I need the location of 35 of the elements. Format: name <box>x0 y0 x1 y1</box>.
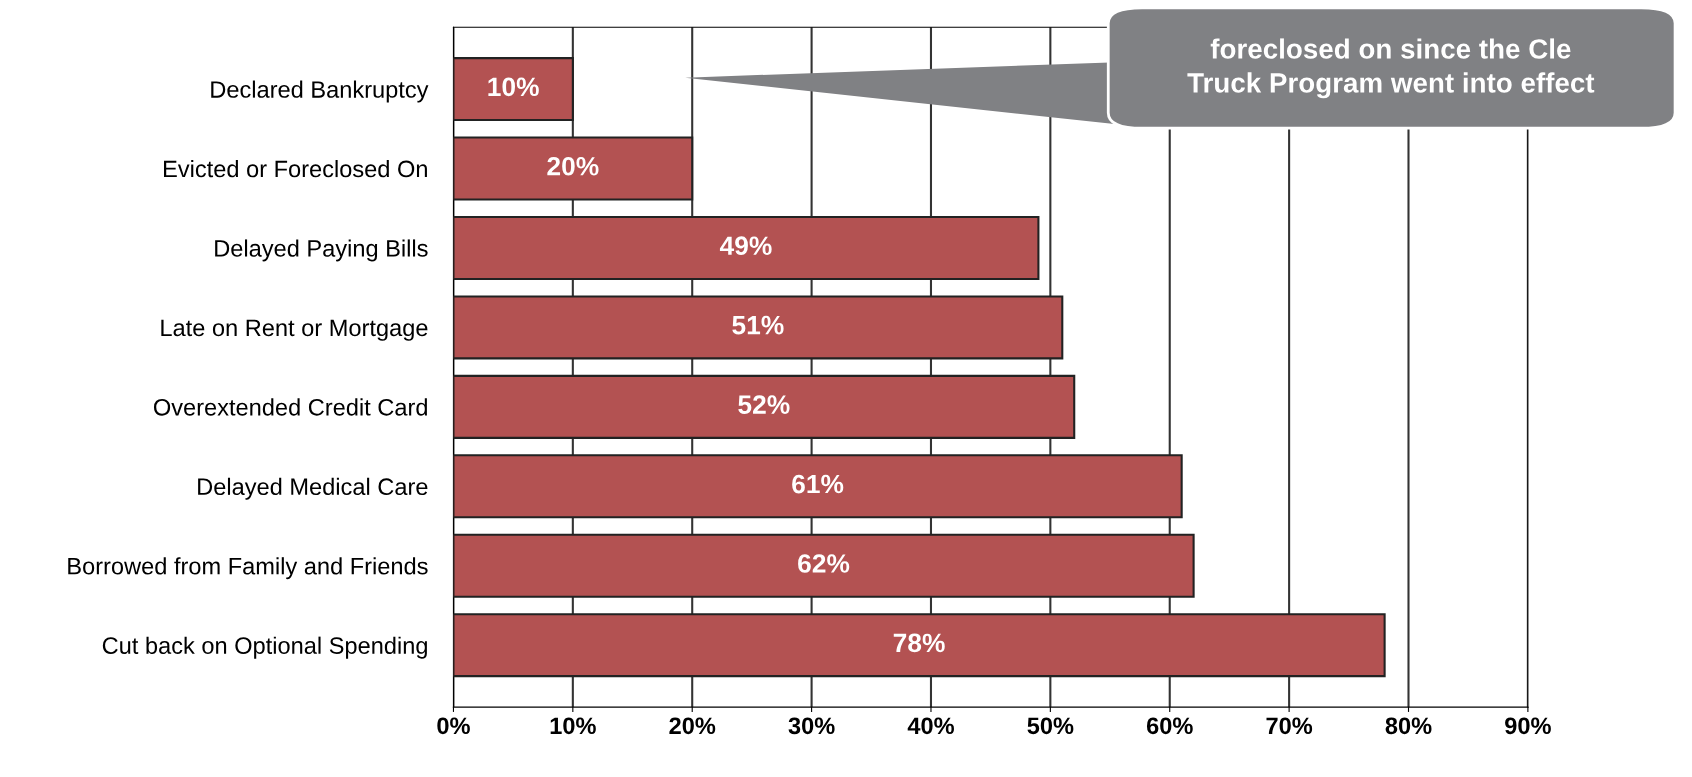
y-tick-label: Evicted or Foreclosed On <box>164 159 427 178</box>
data-label: 78% <box>893 633 945 653</box>
bar <box>453 295 1064 360</box>
y-tick-label: Delayed Medical Care <box>198 477 428 500</box>
bar <box>453 136 694 201</box>
x-tick-label: 20% <box>669 717 716 735</box>
y-tick-label: Late on Rent or Mortgage <box>161 319 428 341</box>
bar <box>453 533 1195 598</box>
y-tick-label: Delayed Paying Bills <box>215 239 428 262</box>
x-tick-label: 80% <box>1385 717 1432 735</box>
annotation: foreclosed on since the Cle Truck Program went into effect <box>1187 38 1595 99</box>
data-label: 20% <box>547 156 599 176</box>
data-label: 10% <box>488 77 539 97</box>
x-tick-label: 0% <box>437 717 470 735</box>
y-tick-label: Declared Bankruptcy <box>211 80 429 103</box>
data-label: 49% <box>719 236 772 256</box>
bar <box>453 57 574 122</box>
y-tick-label: Borrowed from Family and Friends <box>68 557 428 580</box>
x-tick-label: 70% <box>1266 717 1313 735</box>
bar <box>453 613 1386 678</box>
data-label: 51% <box>732 315 784 335</box>
x-tick-label: 50% <box>1027 717 1074 735</box>
x-tick-label: 60% <box>1146 717 1193 735</box>
y-tick-label: Cut back on Optional Spending <box>102 636 427 659</box>
data-label: 52% <box>738 395 790 414</box>
x-tick-label: 40% <box>907 717 954 735</box>
bar <box>453 454 1183 519</box>
bar <box>453 374 1076 439</box>
data-label: 61% <box>792 474 844 494</box>
y-tick-label: Overextended Credit Card <box>154 398 427 416</box>
x-tick-label: 10% <box>550 717 596 735</box>
data-label: 62% <box>798 554 850 573</box>
x-tick-label: 90% <box>1505 717 1551 735</box>
bar <box>453 215 1040 280</box>
x-tick-label: 30% <box>788 717 835 735</box>
